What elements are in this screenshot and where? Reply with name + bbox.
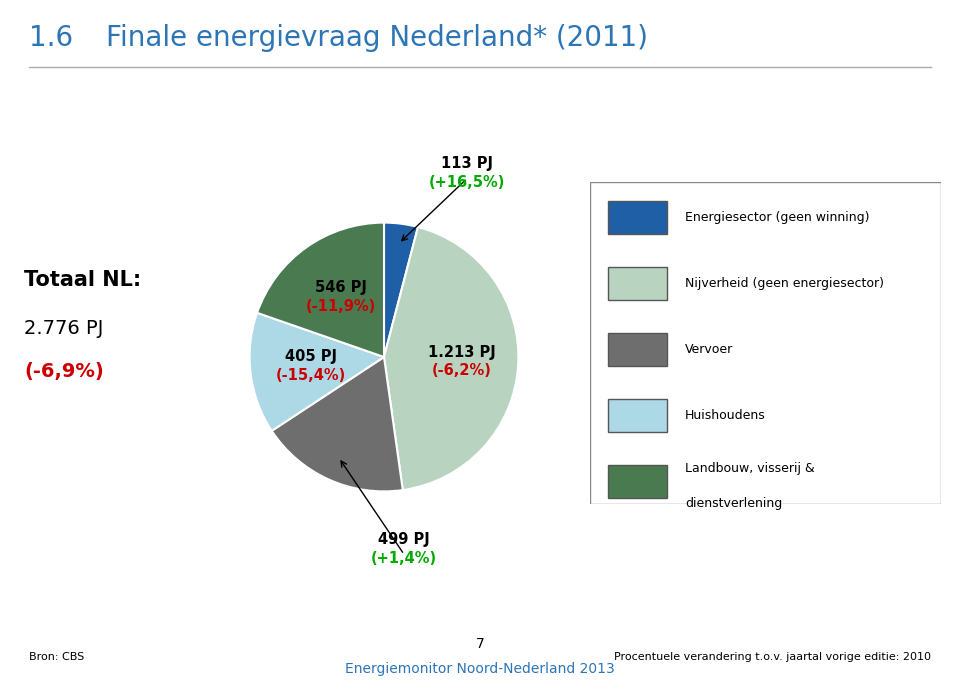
Bar [608, 202, 667, 234]
Text: (-6,9%): (-6,9%) [24, 361, 104, 381]
Text: 7: 7 [475, 636, 485, 650]
Text: Landbouw, visserij &: Landbouw, visserij & [685, 462, 815, 475]
Text: (-15,4%): (-15,4%) [276, 368, 346, 383]
Wedge shape [250, 313, 384, 430]
Wedge shape [272, 357, 403, 491]
Text: Procentuele verandering t.o.v. jaartal vorige editie: 2010: Procentuele verandering t.o.v. jaartal v… [614, 652, 931, 662]
Text: (+1,4%): (+1,4%) [372, 551, 437, 566]
Text: 1.213 PJ: 1.213 PJ [428, 344, 495, 360]
Text: (+16,5%): (+16,5%) [429, 175, 506, 190]
Text: Totaal NL:: Totaal NL: [24, 270, 141, 290]
Text: Finale energievraag Nederland* (2011): Finale energievraag Nederland* (2011) [106, 25, 648, 52]
Text: 405 PJ: 405 PJ [285, 349, 337, 364]
Wedge shape [257, 223, 384, 357]
Text: 499 PJ: 499 PJ [378, 532, 430, 547]
Text: 2.776 PJ: 2.776 PJ [24, 319, 104, 339]
Text: dienstverlening: dienstverlening [685, 498, 782, 510]
Wedge shape [384, 227, 518, 490]
Text: Vervoer: Vervoer [685, 343, 733, 356]
Text: (-11,9%): (-11,9%) [306, 299, 376, 314]
Bar [608, 466, 667, 498]
Text: 1.6: 1.6 [29, 25, 73, 52]
Text: (-6,2%): (-6,2%) [432, 363, 492, 379]
Text: 113 PJ: 113 PJ [442, 156, 493, 171]
Bar [608, 333, 667, 365]
Wedge shape [384, 223, 418, 357]
Text: Bron: CBS: Bron: CBS [29, 652, 84, 662]
Text: Huishoudens: Huishoudens [685, 409, 766, 422]
Bar [608, 267, 667, 300]
Bar [608, 399, 667, 431]
Text: Energiemonitor Noord-Nederland 2013: Energiemonitor Noord-Nederland 2013 [346, 662, 614, 676]
Text: Energiesector (geen winning): Energiesector (geen winning) [685, 211, 870, 224]
Text: 546 PJ: 546 PJ [315, 280, 367, 295]
Text: Nijverheid (geen energiesector): Nijverheid (geen energiesector) [685, 277, 884, 290]
